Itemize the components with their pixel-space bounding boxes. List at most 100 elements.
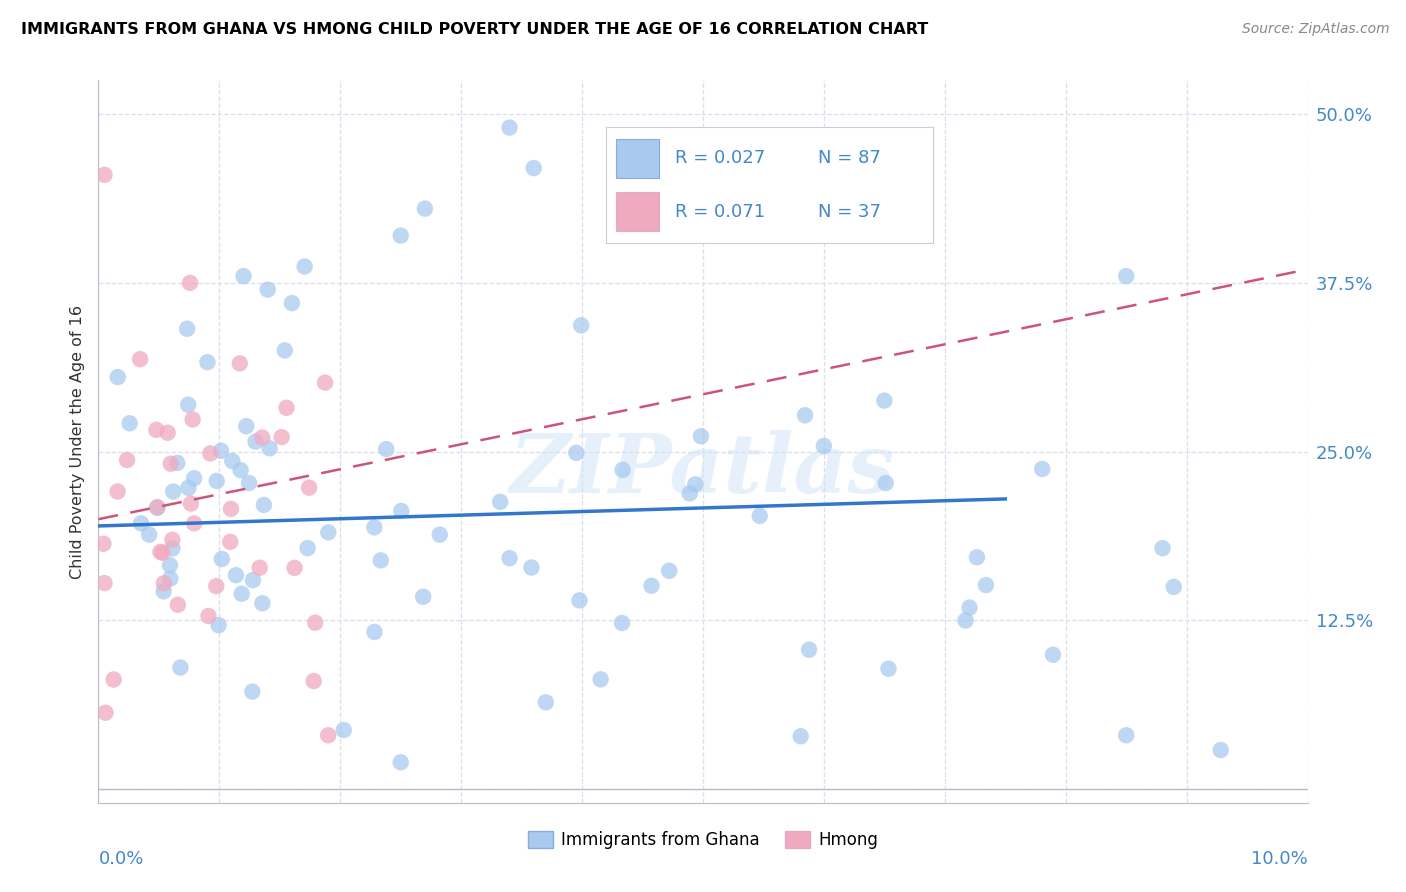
- Point: [679, 486, 702, 500]
- Point: [589, 673, 612, 687]
- Point: [200, 446, 222, 460]
- Point: [93, 168, 115, 182]
- Point: [523, 161, 546, 175]
- Point: [107, 370, 129, 384]
- Point: [231, 587, 253, 601]
- Point: [429, 527, 451, 541]
- Point: [1115, 269, 1137, 284]
- Point: [197, 609, 219, 624]
- Point: [797, 642, 820, 657]
- Point: [166, 598, 188, 612]
- Point: [489, 495, 512, 509]
- Point: [221, 454, 243, 468]
- Point: [304, 615, 326, 630]
- Point: [93, 576, 115, 591]
- Point: [274, 343, 297, 358]
- Point: [146, 500, 169, 515]
- Point: [177, 481, 200, 495]
- Point: [152, 584, 174, 599]
- Point: [690, 429, 713, 443]
- Point: [209, 443, 232, 458]
- Point: [389, 504, 412, 518]
- Point: [177, 398, 200, 412]
- Point: [219, 501, 242, 516]
- Point: [181, 412, 204, 426]
- Point: [93, 537, 115, 551]
- Point: [389, 756, 412, 770]
- Point: [1163, 580, 1185, 594]
- Point: [145, 423, 167, 437]
- Point: [179, 276, 201, 290]
- Point: [316, 728, 339, 742]
- Point: [253, 498, 276, 512]
- Y-axis label: Child Poverty Under the Age of 16: Child Poverty Under the Age of 16: [69, 304, 84, 579]
- Point: [1209, 743, 1232, 757]
- Point: [1115, 728, 1137, 742]
- Point: [534, 695, 557, 709]
- Point: [232, 269, 254, 284]
- Point: [162, 533, 184, 547]
- Point: [332, 723, 354, 737]
- Point: [966, 550, 988, 565]
- Point: [685, 477, 707, 491]
- Point: [389, 228, 412, 243]
- Point: [103, 673, 125, 687]
- Point: [498, 120, 520, 135]
- Point: [245, 434, 267, 449]
- Point: [794, 409, 817, 423]
- Point: [205, 579, 228, 593]
- Point: [252, 596, 274, 610]
- Point: [873, 393, 896, 408]
- Text: ZIPatlas: ZIPatlas: [510, 431, 896, 510]
- Legend: Immigrants from Ghana, Hmong: Immigrants from Ghana, Hmong: [522, 824, 884, 856]
- Point: [129, 352, 152, 367]
- Point: [297, 541, 319, 555]
- Point: [375, 442, 398, 456]
- Point: [249, 560, 271, 574]
- Point: [314, 376, 336, 390]
- Point: [875, 476, 897, 491]
- Point: [498, 551, 520, 566]
- Point: [298, 481, 321, 495]
- Point: [153, 576, 176, 591]
- Point: [276, 401, 298, 415]
- Point: [281, 296, 304, 310]
- Point: [658, 564, 681, 578]
- Point: [316, 525, 339, 540]
- Point: [568, 593, 591, 607]
- Point: [959, 600, 981, 615]
- Point: [229, 463, 252, 477]
- Point: [146, 500, 169, 514]
- Point: [159, 572, 181, 586]
- Text: IMMIGRANTS FROM GHANA VS HMONG CHILD POVERTY UNDER THE AGE OF 16 CORRELATION CHA: IMMIGRANTS FROM GHANA VS HMONG CHILD POV…: [21, 22, 928, 37]
- Point: [240, 684, 263, 698]
- Point: [129, 516, 152, 531]
- Point: [413, 202, 436, 216]
- Point: [877, 662, 900, 676]
- Text: 0.0%: 0.0%: [98, 850, 143, 868]
- Point: [166, 456, 188, 470]
- Point: [789, 729, 811, 743]
- Point: [176, 322, 198, 336]
- Point: [259, 442, 281, 456]
- Point: [205, 474, 228, 488]
- Point: [283, 561, 305, 575]
- Point: [235, 419, 257, 434]
- Point: [207, 618, 229, 632]
- Point: [183, 471, 205, 485]
- Point: [242, 573, 264, 587]
- Point: [974, 578, 997, 592]
- Point: [162, 484, 184, 499]
- Text: 10.0%: 10.0%: [1251, 850, 1308, 868]
- Point: [229, 356, 252, 370]
- Point: [225, 568, 247, 582]
- Text: Source: ZipAtlas.com: Source: ZipAtlas.com: [1241, 22, 1389, 37]
- Point: [412, 590, 434, 604]
- Point: [107, 484, 129, 499]
- Point: [294, 260, 316, 274]
- Point: [370, 553, 392, 567]
- Point: [1042, 648, 1064, 662]
- Point: [138, 527, 160, 541]
- Point: [94, 706, 117, 720]
- Point: [569, 318, 592, 333]
